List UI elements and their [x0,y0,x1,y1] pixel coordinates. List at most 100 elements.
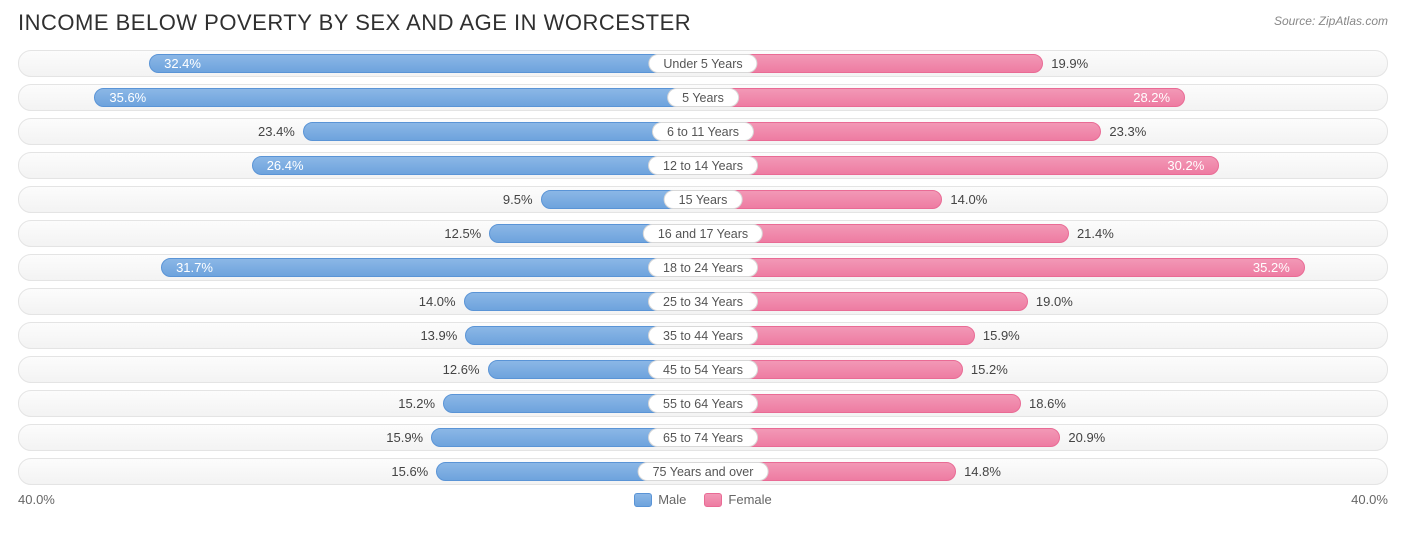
legend-item-female: Female [704,492,771,507]
female-half: 19.0% [703,289,1387,314]
male-half: 35.6% [19,85,703,110]
chart-row: 14.0% 19.0% 25 to 34 Years [18,288,1388,315]
legend: Male Female [634,492,772,507]
male-value-label: 23.4% [258,119,295,144]
chart-row: 12.5% 21.4% 16 and 17 Years [18,220,1388,247]
male-bar [94,88,703,107]
male-half: 9.5% [19,187,703,212]
male-value-label: 15.9% [386,425,423,450]
male-bar [303,122,703,141]
chart-title: INCOME BELOW POVERTY BY SEX AND AGE IN W… [18,10,691,36]
chart-row: 26.4% 30.2% 12 to 14 Years [18,152,1388,179]
female-value-label: 14.8% [964,459,1001,484]
male-value-label: 12.5% [444,221,481,246]
male-half: 32.4% [19,51,703,76]
chart-row: 15.6% 14.8% 75 Years and over [18,458,1388,485]
male-value-label: 14.0% [419,289,456,314]
female-value-label: 19.9% [1051,51,1088,76]
female-half: 30.2% [703,153,1387,178]
category-label: 75 Years and over [638,462,769,481]
female-value-label: 19.0% [1036,289,1073,314]
male-bar [161,258,703,277]
male-value-label: 12.6% [443,357,480,382]
male-value-label: 35.6% [109,85,146,110]
chart-row: 35.6% 28.2% 5 Years [18,84,1388,111]
axis-max-left: 40.0% [18,492,55,507]
diverging-bar-chart: 32.4% 19.9% Under 5 Years 35.6% 28.2% 5 Years… [18,50,1388,485]
chart-container: INCOME BELOW POVERTY BY SEX AND AGE IN W… [0,0,1406,559]
male-bar [149,54,703,73]
female-value-label: 18.6% [1029,391,1066,416]
female-bar [703,156,1219,175]
male-value-label: 9.5% [503,187,533,212]
female-value-label: 15.2% [971,357,1008,382]
chart-row: 9.5% 14.0% 15 Years [18,186,1388,213]
legend-item-male: Male [634,492,686,507]
female-half: 20.9% [703,425,1387,450]
male-half: 23.4% [19,119,703,144]
category-label: 15 Years [664,190,743,209]
male-value-label: 13.9% [420,323,457,348]
female-value-label: 15.9% [983,323,1020,348]
male-half: 14.0% [19,289,703,314]
female-half: 15.2% [703,357,1387,382]
female-half: 35.2% [703,255,1387,280]
female-half: 21.4% [703,221,1387,246]
category-label: 25 to 34 Years [648,292,758,311]
chart-footer: 40.0% Male Female 40.0% [18,492,1388,507]
female-half: 14.8% [703,459,1387,484]
male-half: 15.9% [19,425,703,450]
female-value-label: 20.9% [1068,425,1105,450]
category-label: 16 and 17 Years [643,224,763,243]
legend-label-female: Female [728,492,771,507]
male-bar [252,156,703,175]
male-half: 26.4% [19,153,703,178]
female-bar [703,88,1185,107]
male-half: 12.5% [19,221,703,246]
legend-swatch-female [704,493,722,507]
legend-label-male: Male [658,492,686,507]
male-value-label: 15.6% [391,459,428,484]
male-half: 13.9% [19,323,703,348]
chart-row: 15.9% 20.9% 65 to 74 Years [18,424,1388,451]
female-half: 18.6% [703,391,1387,416]
chart-row: 31.7% 35.2%18 to 24 Years [18,254,1388,281]
male-value-label: 31.7% [176,255,213,280]
chart-row: 23.4%23.3%6 to 11 Years [18,118,1388,145]
male-value-label: 15.2% [398,391,435,416]
female-half: 23.3% [703,119,1387,144]
chart-row: 15.2% 18.6% 55 to 64 Years [18,390,1388,417]
category-label: 45 to 54 Years [648,360,758,379]
category-label: 55 to 64 Years [648,394,758,413]
source-label: Source: ZipAtlas.com [1274,14,1388,28]
female-half: 19.9% [703,51,1387,76]
category-label: 12 to 14 Years [648,156,758,175]
category-label: 5 Years [667,88,739,107]
category-label: 35 to 44 Years [648,326,758,345]
category-label: Under 5 Years [648,54,757,73]
legend-swatch-male [634,493,652,507]
male-half: 31.7% [19,255,703,280]
male-half: 15.6% [19,459,703,484]
axis-max-right: 40.0% [1351,492,1388,507]
male-value-label: 26.4% [267,153,304,178]
male-half: 15.2% [19,391,703,416]
female-value-label: 21.4% [1077,221,1114,246]
female-half: 28.2% [703,85,1387,110]
category-label: 18 to 24 Years [648,258,758,277]
female-value-label: 30.2% [1167,153,1204,178]
female-value-label: 23.3% [1109,119,1146,144]
category-label: 65 to 74 Years [648,428,758,447]
chart-row: 13.9% 15.9% 35 to 44 Years [18,322,1388,349]
header: INCOME BELOW POVERTY BY SEX AND AGE IN W… [18,10,1388,36]
male-half: 12.6% [19,357,703,382]
female-half: 14.0% [703,187,1387,212]
chart-row: 12.6% 15.2% 45 to 54 Years [18,356,1388,383]
female-value-label: 28.2% [1133,85,1170,110]
female-bar [703,258,1305,277]
male-value-label: 32.4% [164,51,201,76]
female-half: 15.9% [703,323,1387,348]
chart-row: 32.4% 19.9% Under 5 Years [18,50,1388,77]
female-value-label: 14.0% [950,187,987,212]
female-bar [703,122,1101,141]
